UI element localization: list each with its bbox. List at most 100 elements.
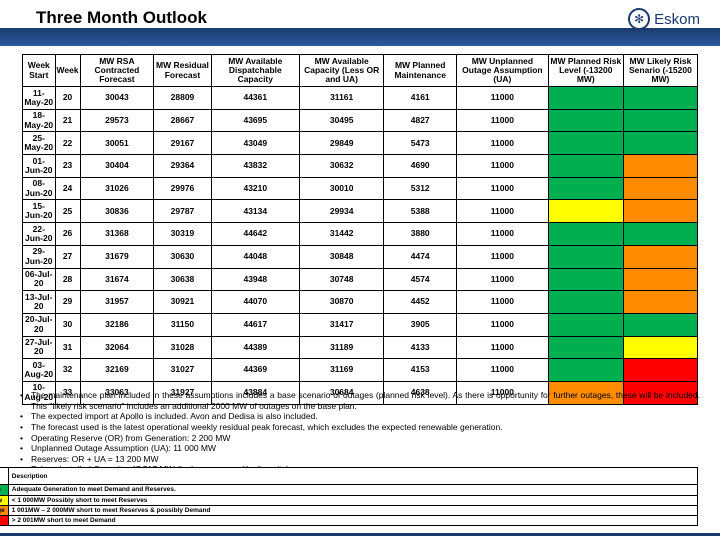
table-cell: 28 [55, 268, 80, 291]
table-cell: 31368 [80, 223, 154, 246]
table-cell: 44070 [211, 291, 299, 314]
eskom-logo: ✻ Eskom [628, 8, 700, 30]
table-row: 06-Jul-202831674306384394830748457411000 [23, 268, 698, 291]
table-row: 11-May-202030043288094436131161416111000 [23, 87, 698, 110]
note-item: The expected import at Apollo is include… [20, 411, 700, 422]
table-cell: 4474 [384, 245, 457, 268]
table-cell: 43210 [211, 177, 299, 200]
table-cell: 25-May-20 [23, 132, 56, 155]
table-cell: 30836 [80, 200, 154, 223]
table-cell: 29-Jun-20 [23, 245, 56, 268]
table-cell: 11000 [457, 268, 549, 291]
table-cell [623, 359, 697, 382]
note-item: The maintenance plan included in these a… [20, 390, 700, 411]
table-cell: 31189 [299, 336, 383, 359]
table-cell: 21 [55, 109, 80, 132]
table-cell [623, 313, 697, 336]
table-cell: 30051 [80, 132, 154, 155]
table-cell: 5388 [384, 200, 457, 223]
table-cell: 29573 [80, 109, 154, 132]
table-cell: 31417 [299, 313, 383, 336]
table-cell: 11000 [457, 291, 549, 314]
table-cell: 29849 [299, 132, 383, 155]
col-header: MW Unplanned Outage Assumption (UA) [457, 55, 549, 87]
table-cell: 30 [55, 313, 80, 336]
table-cell: 31674 [80, 268, 154, 291]
legend-row: Orange1 001MW – 2 000MW short to meet Re… [0, 505, 698, 515]
table-row: 29-Jun-202731679306304404830848447411000 [23, 245, 698, 268]
table-cell: 20 [55, 87, 80, 110]
table-cell [623, 132, 697, 155]
col-header: MW Planned Risk Level (-13200 MW) [548, 55, 623, 87]
table-cell: 32186 [80, 313, 154, 336]
table-cell [623, 268, 697, 291]
table-cell: 30404 [80, 155, 154, 178]
legend-swatch: Green [0, 485, 8, 495]
table-cell: 30632 [299, 155, 383, 178]
table-cell: 24 [55, 177, 80, 200]
table-row: 22-Jun-202631368303194464231442388011000 [23, 223, 698, 246]
table-cell: 30870 [299, 291, 383, 314]
table-cell: 3880 [384, 223, 457, 246]
table-cell: 30848 [299, 245, 383, 268]
table-cell: 30630 [154, 245, 211, 268]
table-cell: 11000 [457, 245, 549, 268]
outlook-table-container: Week StartWeekMW RSA Contracted Forecast… [22, 54, 698, 405]
table-cell: 43832 [211, 155, 299, 178]
table-cell: 4574 [384, 268, 457, 291]
table-cell: 30495 [299, 109, 383, 132]
table-cell: 4690 [384, 155, 457, 178]
outlook-table: Week StartWeekMW RSA Contracted Forecast… [22, 54, 698, 405]
col-header: MW Residual Forecast [154, 55, 211, 87]
legend-swatch: Red [0, 515, 8, 525]
eskom-logo-icon: ✻ [628, 8, 650, 30]
table-cell: 31026 [80, 177, 154, 200]
legend-desc: > 2 001MW short to meet Demand [8, 515, 697, 525]
risk-legend: Risk LevelDescription GreenAdequate Gene… [0, 467, 698, 526]
table-cell: 28667 [154, 109, 211, 132]
table-cell: 11000 [457, 132, 549, 155]
table-row: 25-May-202230051291674304929849547311000 [23, 132, 698, 155]
table-cell: 29787 [154, 200, 211, 223]
table-cell [548, 87, 623, 110]
table-cell: 44617 [211, 313, 299, 336]
table-cell [623, 291, 697, 314]
table-cell: 25 [55, 200, 80, 223]
table-cell [548, 155, 623, 178]
header-bar [0, 28, 720, 46]
table-cell: 4133 [384, 336, 457, 359]
table-cell: 31169 [299, 359, 383, 382]
footer-line [0, 533, 720, 536]
legend-row: GreenAdequate Generation to meet Demand … [0, 485, 698, 495]
table-cell: 13-Jul-20 [23, 291, 56, 314]
col-header: MW Likely Risk Senario (-15200 MW) [623, 55, 697, 87]
table-cell: 29934 [299, 200, 383, 223]
table-cell [623, 177, 697, 200]
legend-desc: 1 001MW – 2 000MW short to meet Reserves… [8, 505, 697, 515]
legend-row: Yellow< 1 000MW Possibly short to meet R… [0, 495, 698, 505]
table-cell [548, 268, 623, 291]
table-cell [623, 223, 697, 246]
table-cell: 31028 [154, 336, 211, 359]
table-cell: 06-Jul-20 [23, 268, 56, 291]
table-cell: 28809 [154, 87, 211, 110]
table-cell: 11000 [457, 87, 549, 110]
table-cell [623, 336, 697, 359]
table-cell: 11000 [457, 336, 549, 359]
table-cell: 32064 [80, 336, 154, 359]
table-cell: 4161 [384, 87, 457, 110]
table-cell [548, 177, 623, 200]
legend-row: Red> 2 001MW short to meet Demand [0, 515, 698, 525]
table-cell: 31150 [154, 313, 211, 336]
table-cell [548, 109, 623, 132]
table-cell: 43948 [211, 268, 299, 291]
table-cell [548, 291, 623, 314]
table-cell: 44389 [211, 336, 299, 359]
page-title: Three Month Outlook [36, 8, 207, 28]
table-cell: 30043 [80, 87, 154, 110]
table-cell [623, 87, 697, 110]
table-cell: 44361 [211, 87, 299, 110]
table-cell: 4827 [384, 109, 457, 132]
table-cell: 08-Jun-20 [23, 177, 56, 200]
table-cell: 11000 [457, 313, 549, 336]
